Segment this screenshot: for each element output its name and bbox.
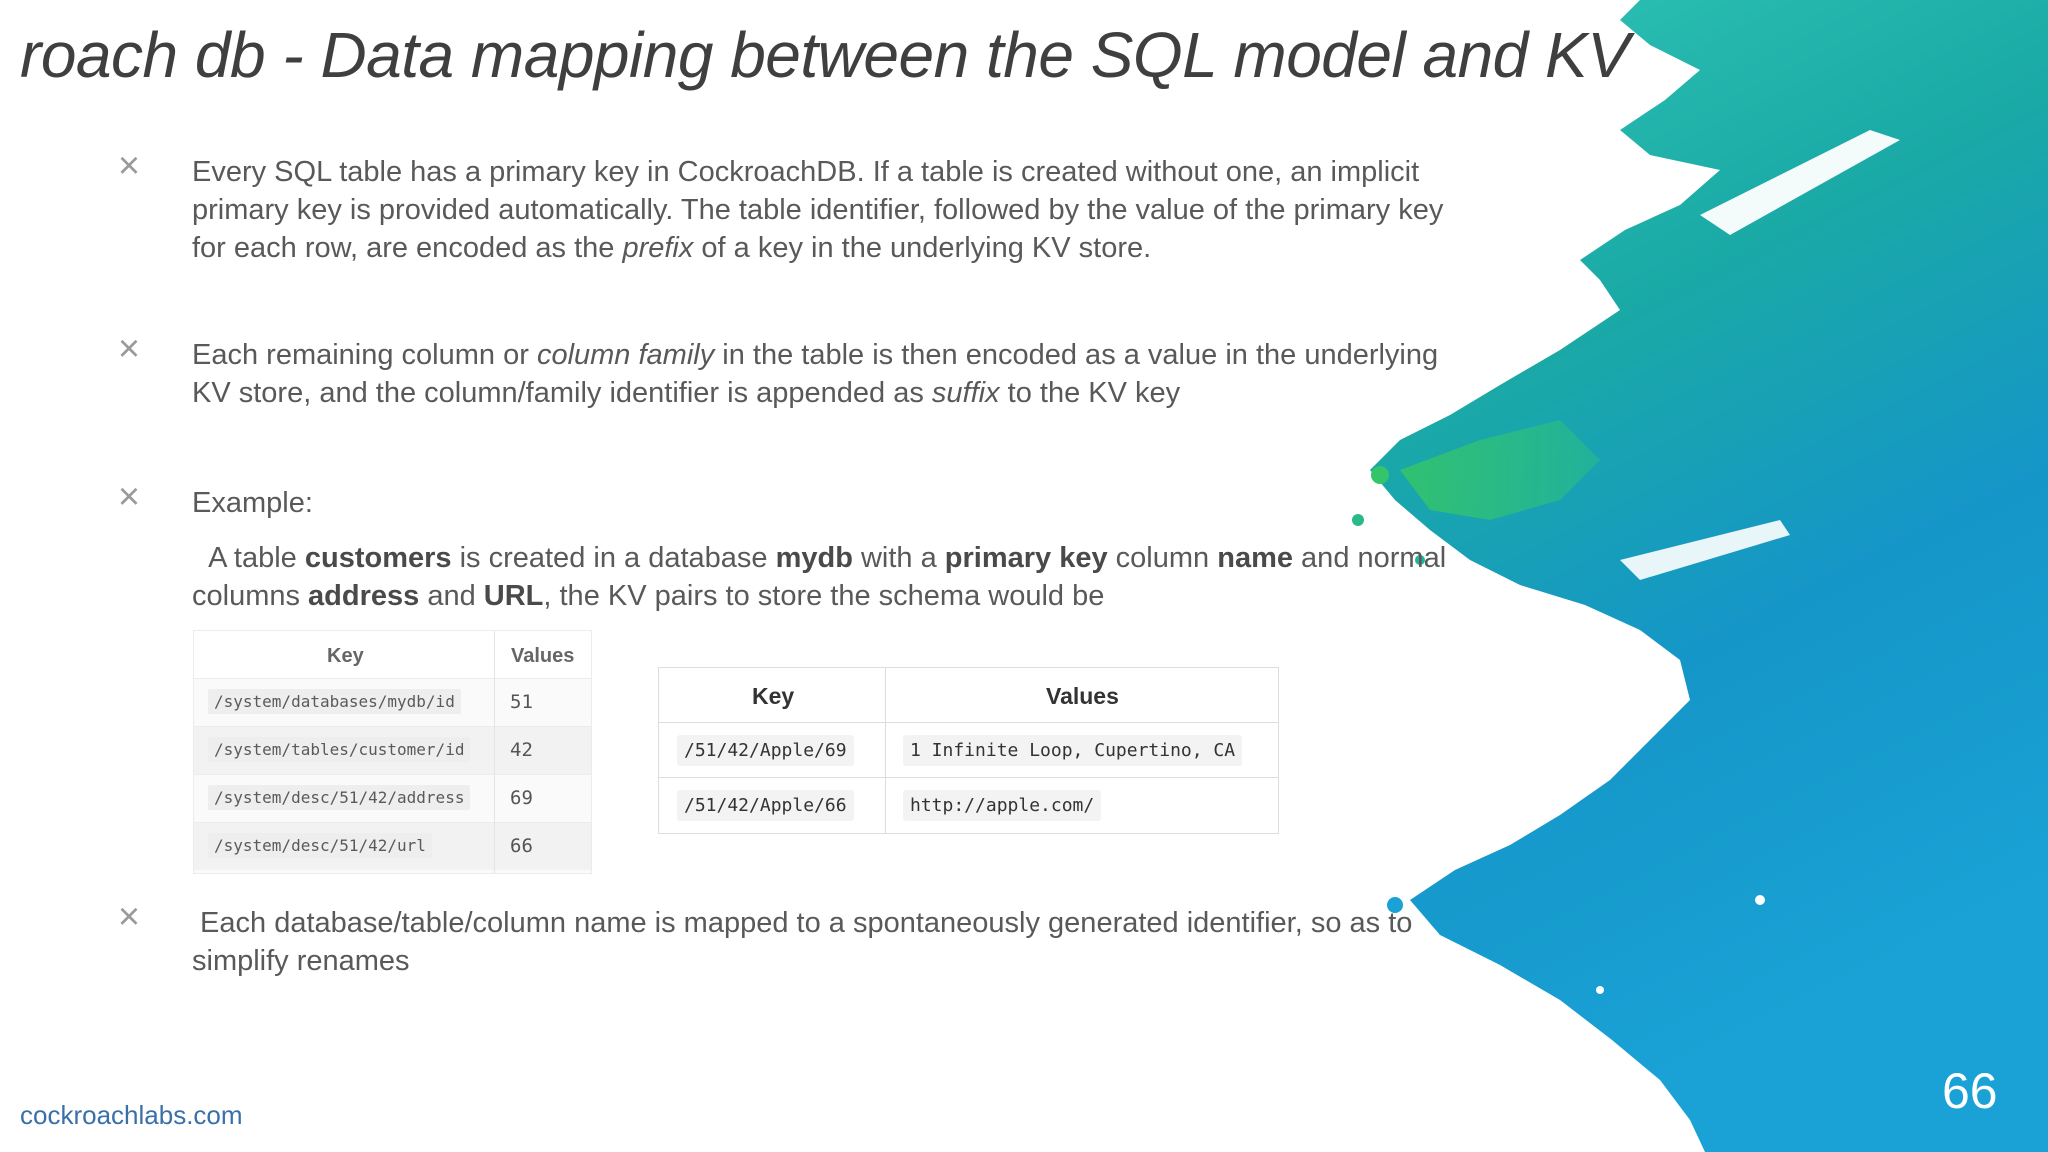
splash-dot [1371,466,1389,484]
bullet-1-pre: Every SQL table has a primary key in Coc… [192,156,1444,264]
splash-white-streak [1700,130,1900,235]
bullet-2-pre: Each remaining column or [192,339,537,371]
table-row: /system/tables/customer/id 42 [194,726,591,774]
example-seg: column [1107,542,1218,574]
bullet-2-text: Each remaining column or column family i… [192,336,1452,412]
footer-website-link[interactable]: cockroachlabs.com [20,1100,243,1130]
splash-main-shape [1370,0,2048,1152]
bullet-3-example-text: A table customers is created in a databa… [192,539,1452,615]
bullet-2-em1: column family [536,339,715,371]
bullet-4-text: Each database/table/column name is mappe… [192,907,1413,977]
table-header-row: Key Values [659,668,1278,722]
example-bold: name [1217,542,1293,574]
column-header-key: Key [752,683,795,709]
key-cell: /51/42/Apple/69 [677,735,854,766]
example-bold: mydb [775,542,853,574]
value-cell: 42 [510,739,533,761]
table-row: /system/databases/mydb/id 51 [194,678,591,726]
close-x-icon: × [117,145,141,187]
splash-white-streak [1620,520,1790,580]
example-bold: primary key [944,542,1108,574]
slide-title: roach db - Data mapping between the SQL … [20,19,1630,91]
key-cell: /system/tables/customer/id [208,737,471,762]
close-x-icon: × [117,328,141,370]
bullet-1-text: Every SQL table has a primary key in Coc… [192,153,1452,267]
value-cell: 51 [510,691,533,713]
example-seg: is created in a database [451,542,776,574]
example-bold: address [308,580,420,612]
bullet-2-mid: in the table is then encoded as a value … [192,339,1439,409]
column-header-values: Values [511,645,575,667]
table-row: /system/desc/51/42/url 66 [194,822,591,870]
example-seg: and [419,580,484,612]
key-cell: /system/desc/51/42/url [208,833,432,858]
example-seg: with a [852,542,945,574]
data-kv-table: Key Values /51/42/Apple/69 1 Infinite Lo… [658,667,1279,834]
column-divider [494,631,495,873]
bullet-1-post: of a key in the underlying KV store. [693,232,1152,264]
value-cell: http://apple.com/ [903,790,1102,821]
example-seg: and normal columns [192,542,1447,612]
bullet-2-em2: suffix [931,377,1000,409]
column-header-key: Key [327,645,364,667]
value-cell: 66 [510,835,533,857]
column-divider [885,668,886,833]
column-header-values: Values [1046,683,1119,709]
bullet-1-em: prefix [622,232,694,264]
table-header-row: Key Values [194,631,591,678]
value-cell: 1 Infinite Loop, Cupertino, CA [903,735,1243,766]
example-bold: URL [483,580,544,612]
value-cell: 69 [510,787,533,809]
close-x-icon: × [117,896,141,938]
bullet-2-post: to the KV key [999,377,1181,409]
table-row: /system/desc/51/42/address 69 [194,774,591,822]
splash-dot [1596,986,1604,994]
key-cell: /system/databases/mydb/id [208,689,461,714]
table-row: /51/42/Apple/69 1 Infinite Loop, Cuperti… [659,722,1278,778]
splash-dot [1755,895,1765,905]
page-number: 66 [1942,1063,1998,1119]
table-row: /51/42/Apple/66 http://apple.com/ [659,777,1278,833]
example-seg: A table [192,542,305,574]
schema-kv-table: Key Values /system/databases/mydb/id 51 … [193,630,592,874]
key-cell: /51/42/Apple/66 [677,790,854,821]
close-x-icon: × [117,476,141,518]
bullet-3-label: Example: [192,487,313,519]
example-bold: customers [304,542,452,574]
key-cell: /system/desc/51/42/address [208,785,471,810]
example-seg: , the KV pairs to store the schema would… [543,580,1105,612]
